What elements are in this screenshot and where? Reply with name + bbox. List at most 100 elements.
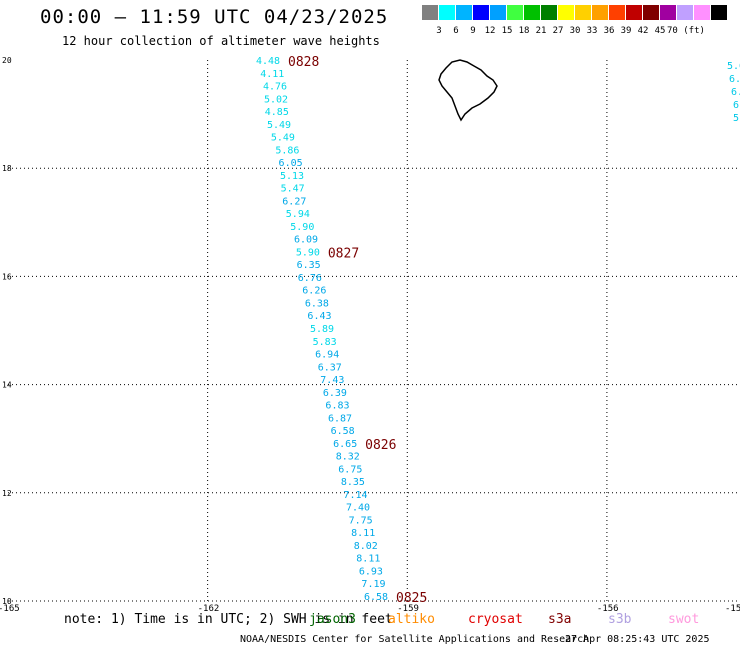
- track-height-label: 6.87: [328, 413, 352, 424]
- x-tick-label: -165: [0, 604, 20, 614]
- footer-note: note: 1) Time is in UTC; 2) SWH is in fe…: [64, 612, 393, 627]
- legend-label: 36: [603, 26, 615, 36]
- y-tick-label: 12: [2, 489, 12, 498]
- track-height-label: 6.26: [302, 286, 326, 297]
- legend-swatch: [660, 5, 676, 20]
- legend-label: 18: [518, 26, 530, 36]
- legend-swatch: [558, 5, 574, 20]
- x-tick-label: -162: [198, 604, 220, 614]
- legend-label: 15: [501, 26, 513, 36]
- track-height-label: 7.40: [346, 503, 370, 514]
- page-title: 00:00 – 11:59 UTC 04/23/2025: [40, 6, 389, 28]
- track-height-label: 6.83: [325, 401, 349, 412]
- track-time-label: 0825: [396, 591, 427, 606]
- track-height-label: 8.02: [354, 541, 378, 552]
- legend-label: 27: [552, 26, 564, 36]
- track-height-label: 4.11: [260, 69, 284, 80]
- legend-swatch: [643, 5, 659, 20]
- track-height-label: 5.02: [264, 94, 288, 105]
- x-tick-label: -159: [397, 604, 419, 614]
- track-height-label: 5.90: [290, 222, 314, 233]
- legend-swatch: [592, 5, 608, 20]
- credit-text: NOAA/NESDIS Center for Satellite Applica…: [240, 634, 590, 645]
- edge-height-label: 6: [733, 100, 739, 111]
- track-height-label: 6.37: [318, 362, 342, 373]
- legend-swatch: [422, 5, 438, 20]
- page-subtitle: 12 hour collection of altimeter wave hei…: [62, 34, 380, 48]
- edge-height-label: 5.6: [727, 61, 740, 72]
- track-height-label: 6.94: [315, 350, 339, 361]
- track-height-label: 8.11: [351, 528, 375, 539]
- satellite-s3a: s3a: [548, 612, 572, 627]
- edge-height-label: 6.: [731, 87, 740, 98]
- track-height-label: 6.43: [307, 311, 331, 322]
- legend-swatch: [473, 5, 489, 20]
- y-tick-label: 10: [2, 597, 12, 606]
- satellite-swot: swot: [668, 612, 700, 627]
- track-height-label: 8.32: [336, 452, 360, 463]
- timestamp-text: 27 Apr 08:25:43 UTC 2025: [565, 634, 710, 645]
- track-height-label: 6.58: [364, 592, 388, 603]
- y-tick-label: 16: [2, 272, 12, 281]
- track-height-label: 8.11: [356, 554, 380, 565]
- legend-swatch: [490, 5, 506, 20]
- track-height-label: 6.39: [323, 388, 347, 399]
- legend-label: 21: [535, 26, 547, 36]
- legend-swatch: [677, 5, 693, 20]
- legend-swatch: [524, 5, 540, 20]
- track-height-label: 7.75: [349, 515, 373, 526]
- x-tick-label: -154: [725, 604, 740, 614]
- legend-label: 33: [586, 26, 598, 36]
- track-height-label: 5.13: [280, 171, 304, 182]
- track-height-label: 8.35: [341, 477, 365, 488]
- satellite-cryosat: cryosat: [468, 612, 523, 627]
- track-height-label: 6.65: [333, 439, 357, 450]
- track-height-label: 6.38: [305, 298, 329, 309]
- legend-swatch: [456, 5, 472, 20]
- track-height-label: 7.14: [343, 490, 367, 501]
- track-time-label: 0827: [328, 246, 359, 261]
- legend-swatch: [575, 5, 591, 20]
- track-height-label: 5.94: [286, 209, 310, 220]
- legend-swatch: [507, 5, 523, 20]
- legend-label: 9: [470, 26, 476, 36]
- edge-height-label: 6.: [729, 74, 740, 85]
- track-height-label: 6.35: [297, 260, 321, 271]
- legend-swatch: [711, 5, 727, 20]
- track-height-label: 5.49: [271, 133, 295, 144]
- map-frame: [8, 60, 740, 601]
- satellite-altiko: altiko: [388, 612, 435, 627]
- legend-label: 12: [484, 26, 496, 36]
- track-height-label: 4.48: [256, 56, 280, 67]
- track-height-label: 5.47: [281, 184, 305, 195]
- track-height-label: 6.93: [359, 566, 383, 577]
- track-height-label: 4.85: [265, 107, 289, 118]
- track-time-label: 0826: [365, 438, 396, 453]
- x-tick-label: -156: [597, 604, 619, 614]
- legend-label: 39: [620, 26, 632, 36]
- track-height-label: 5.89: [310, 324, 334, 335]
- track-height-label: 6.76: [298, 273, 322, 284]
- y-tick-label: 20: [2, 56, 12, 65]
- track-height-label: 6.05: [279, 158, 303, 169]
- legend-swatch: [694, 5, 710, 20]
- track-height-label: 6.09: [294, 235, 318, 246]
- legend-swatch: [439, 5, 455, 20]
- track-height-label: 7.19: [361, 579, 385, 590]
- legend-label: 30: [569, 26, 581, 36]
- island-outline: [438, 59, 498, 122]
- edge-height-label: 5: [733, 113, 739, 124]
- legend-swatch: [609, 5, 625, 20]
- legend-swatch: [541, 5, 557, 20]
- legend-swatch: [626, 5, 642, 20]
- legend-label: 3: [436, 26, 442, 36]
- track-time-label: 0828: [288, 55, 319, 70]
- legend-label: 6: [453, 26, 459, 36]
- track-height-label: 5.86: [275, 145, 299, 156]
- track-height-label: 6.27: [282, 196, 306, 207]
- track-height-label: 5.49: [267, 120, 291, 131]
- track-height-label: 4.76: [263, 82, 287, 93]
- legend-label: 42: [637, 26, 649, 36]
- y-tick-label: 18: [2, 164, 12, 173]
